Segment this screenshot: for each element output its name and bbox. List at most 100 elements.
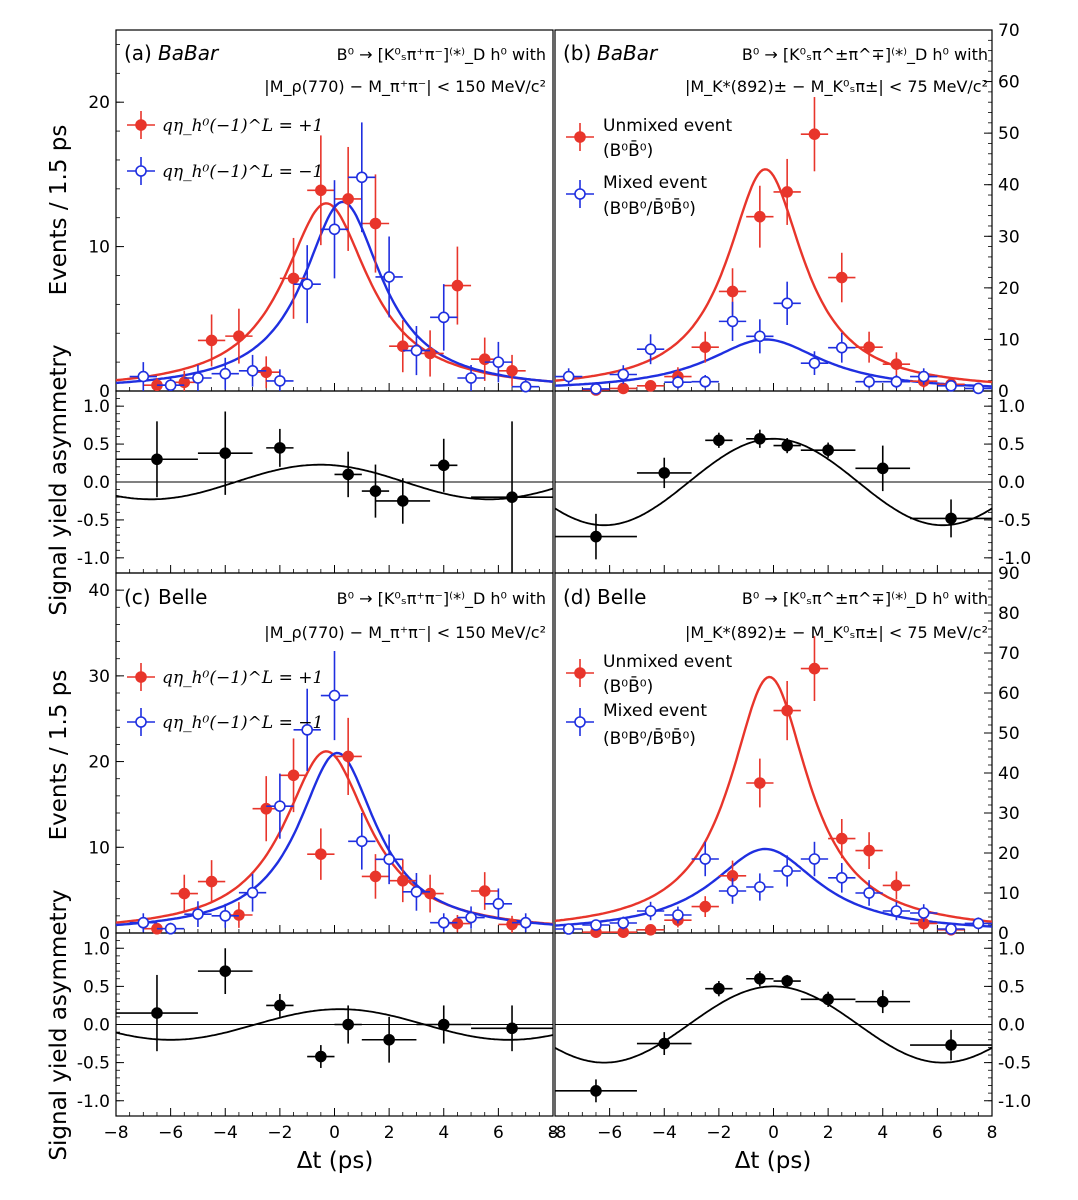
data-point-c_top-1-12: [465, 911, 477, 924]
data-point-b_top-1-13: [917, 370, 930, 383]
x-tick-label-d_asym: 8: [987, 1123, 998, 1143]
y-tick-label-a_asym-4: -1.0: [77, 549, 110, 569]
panel-b-legend-mixed-sub: (B⁰B⁰/B̄⁰B̄⁰): [603, 197, 696, 219]
x-tick-label-d_asym: 2: [823, 1123, 834, 1143]
data-point-c_top-0-13: [506, 918, 518, 931]
x-tick-label-c_asym: 6: [493, 1123, 504, 1143]
panel-b-legend-unmixed: Unmixed event: [603, 116, 732, 136]
y-tick-label-c_asym-0: 1.0: [83, 939, 110, 959]
fit-curve-b_top-0: [554, 168, 993, 384]
data-point-a_top-1-3: [219, 367, 232, 380]
data-point-b_top-1-2: [617, 368, 630, 381]
y-tick-label-c_top-4: 40: [88, 581, 110, 601]
data-point-d_top-1-6: [726, 885, 739, 897]
data-point-c_top-0-1: [178, 887, 191, 900]
data-point-a_top-0-9: [396, 340, 409, 353]
y-label-events-bottom: Events / 1.5 ps: [46, 670, 72, 841]
data-point-a_top-0-4: [260, 366, 273, 379]
data-point-a_top-1-9: [383, 271, 395, 283]
x-tick-label-d_asym: 6: [932, 1123, 943, 1143]
y-tick-label-d_asym-3: -0.5: [998, 1054, 1031, 1074]
fit-curve-c_asym: [115, 1008, 554, 1041]
data-point-a_top-0-8: [369, 217, 382, 230]
y-tick-label-d_top-2: 20: [998, 844, 1020, 864]
data-point-c_asym-0-7: [506, 1022, 518, 1035]
data-point-c_top-0-9: [396, 874, 409, 887]
data-point-a_top-0-13: [506, 364, 518, 377]
panel-b-tag: (b): [563, 41, 591, 65]
data-point-c_asym-0-4: [342, 1018, 354, 1031]
y-tick-label-b_top-1: 10: [998, 330, 1020, 350]
data-point-a_top-1-7: [328, 223, 341, 236]
panel-c-legend-1: qη_h⁰(−1)^L = +1: [162, 668, 323, 688]
y-tick-label-d_asym-0: 1.0: [998, 939, 1025, 959]
data-point-d_top-0-6: [754, 777, 766, 789]
data-point-b_top-1-6: [726, 315, 739, 328]
data-point-d_top-1-0: [562, 923, 575, 935]
panel-b-legend-mixed: Mixed event: [603, 173, 707, 193]
data-point-a_top-1-0: [137, 370, 150, 383]
y-tick-label-a_asym-1: 0.5: [83, 435, 110, 455]
panel-c-cut: |M_ρ(770) − M_π⁺π⁻| < 150 MeV/c²: [264, 623, 546, 643]
data-point-d_top-1-12: [890, 905, 903, 917]
data-point-b_top-1-0: [562, 370, 575, 383]
data-point-b_top-0-6: [754, 210, 766, 223]
y-tick-label-b_top-4: 40: [998, 176, 1020, 196]
y-tick-label-b_asym-1: 0.5: [998, 435, 1025, 455]
y-tick-label-c_asym-1: 0.5: [83, 977, 110, 997]
panel-c-tag: (c): [124, 585, 151, 609]
panel-c-legend-2: qη_h⁰(−1)^L = −1: [162, 713, 323, 733]
x-label-right: Δt (ps): [735, 1148, 812, 1174]
panel-c-experiment: Belle: [158, 585, 207, 609]
panel-d-cut: |M_K*(892)± − M_K⁰ₛπ±| < 75 MeV/c²: [685, 623, 988, 643]
legend-glyph-c-minus-marker: [135, 716, 147, 728]
data-point-b_top-1-12: [890, 375, 903, 388]
y-tick-label-d_top-0: 0: [998, 924, 1009, 944]
data-point-b_top-1-7: [754, 330, 766, 343]
data-point-c_top-1-9: [383, 853, 395, 866]
panel-a-cut: |M_ρ(770) − M_π⁺π⁻| < 150 MeV/c²: [264, 77, 546, 97]
panel-a-tag: (a): [124, 41, 152, 65]
data-point-d_top-1-1: [590, 919, 602, 931]
data-point-c_asym-0-3: [315, 1050, 327, 1063]
y-tick-label-d_asym-2: 0.0: [998, 1016, 1025, 1036]
data-point-c_top-1-2: [192, 908, 204, 920]
data-point-a_top-1-2: [192, 372, 204, 384]
data-point-c_top-1-13: [492, 898, 505, 910]
panel-d-decay: B⁰ → [K⁰ₛπ^±π^∓]⁽*⁾_D h⁰ with: [742, 589, 988, 609]
panel-a-legend-2: qη_h⁰(−1)^L = −1: [162, 162, 323, 182]
data-point-c_asym-0-2: [274, 999, 286, 1012]
x-tick-label-c_asym: −2: [267, 1123, 292, 1143]
data-point-c_top-1-5: [274, 800, 286, 812]
x-tick-label-d_asym: −6: [597, 1123, 622, 1143]
data-point-b_top-1-5: [699, 375, 712, 388]
legend-glyph-b-mixed-marker: [574, 188, 586, 200]
y-tick-label-b_top-0: 0: [998, 382, 1009, 402]
x-label-left: Δt (ps): [297, 1148, 374, 1174]
y-tick-label-b_top-5: 50: [998, 124, 1020, 144]
data-point-b_top-0-8: [808, 128, 821, 140]
y-tick-label-a_top-0: 0: [99, 382, 110, 402]
y-tick-label-c_top-0: 0: [99, 924, 110, 944]
data-point-c_top-0-7: [342, 750, 354, 763]
data-point-a_asym-0-2: [274, 442, 286, 454]
data-point-d_asym-0-5: [822, 993, 834, 1006]
y-tick-label-a_top-1: 10: [88, 238, 110, 258]
panel-d-legend-unmixed-sub: (B⁰B̄⁰): [603, 675, 653, 697]
legend-glyph-b-unmixed-marker: [574, 131, 586, 143]
data-point-d_asym-0-3: [754, 972, 766, 985]
y-tick-label-b_asym-3: -0.5: [998, 511, 1031, 531]
data-point-a_asym-0-1: [219, 447, 232, 459]
panel-b-decay: B⁰ → [K⁰ₛπ^±π^∓]⁽*⁾_D h⁰ with: [742, 45, 988, 65]
data-point-c_asym-0-1: [219, 965, 232, 977]
data-point-a_top-1-13: [492, 356, 505, 368]
data-point-c_asym-0-6: [437, 1018, 450, 1031]
x-tick-label-c_asym: 4: [438, 1123, 449, 1143]
data-point-b_top-1-9: [808, 357, 821, 369]
y-tick-label-a_asym-0: 1.0: [83, 397, 110, 417]
data-point-d_asym-0-1: [658, 1037, 671, 1050]
data-point-c_top-0-8: [369, 870, 382, 883]
y-label-events-top: Events / 1.5 ps: [46, 125, 72, 296]
x-tick-label-d_asym: −4: [652, 1123, 677, 1143]
data-point-c_top-1-10: [410, 886, 423, 898]
